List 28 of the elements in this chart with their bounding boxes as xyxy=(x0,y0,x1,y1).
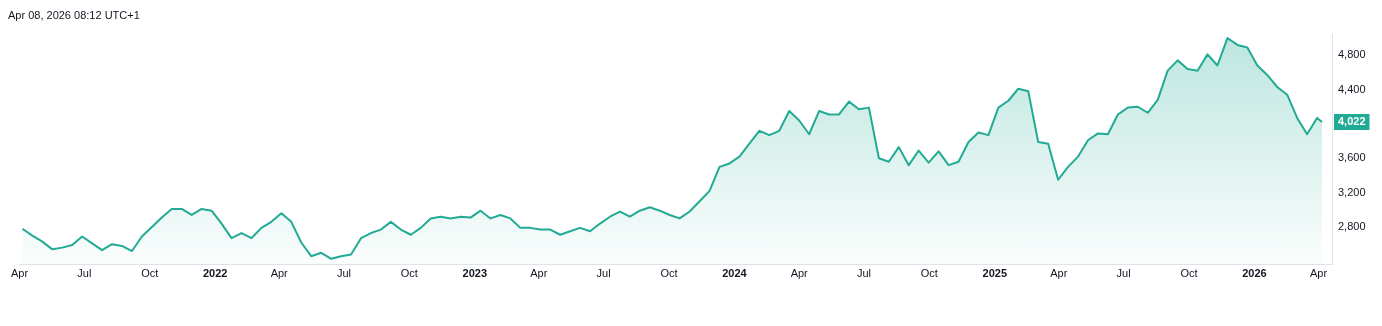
x-tick-label: 2024 xyxy=(722,267,748,280)
y-tick-label: 3,600 xyxy=(1338,151,1366,164)
x-tick-label: Oct xyxy=(920,267,938,280)
x-tick-label: Apr xyxy=(270,267,289,280)
x-tick-label: Oct xyxy=(400,267,418,280)
x-tick-label: Oct xyxy=(660,267,678,280)
x-tick-label: 2026 xyxy=(1242,267,1267,280)
x-tick-label: Apr xyxy=(530,267,548,280)
y-tick-label: 4,800 xyxy=(1338,48,1366,61)
x-tick-label: 2025 xyxy=(982,267,1008,280)
y-tick-label: 4,400 xyxy=(1338,82,1366,95)
y-tick-label: 3,200 xyxy=(1338,185,1366,198)
y-tick-label: 2,800 xyxy=(1338,220,1366,233)
x-tick-label: Apr xyxy=(11,267,29,280)
x-tick-label: Oct xyxy=(141,267,159,280)
x-tick-label: Apr xyxy=(790,267,809,280)
x-tick-label: Jul xyxy=(596,267,611,280)
text: Apr 08, 2026 08:12 UTC+1 xyxy=(8,8,141,22)
x-tick-label: 2023 xyxy=(462,267,488,280)
x-tick-label: Apr xyxy=(1050,267,1068,280)
x-tick-label: Apr xyxy=(1309,267,1328,280)
x-tick-label: Jul xyxy=(856,267,871,280)
x-tick-label: Jul xyxy=(1116,267,1131,280)
x-tick-label: Jul xyxy=(336,267,351,280)
x-tick-label: 2022 xyxy=(202,267,228,280)
data-label: 4,022 xyxy=(1338,115,1366,128)
x-tick-label: Jul xyxy=(77,267,92,280)
x-tick-label: Oct xyxy=(1180,267,1198,280)
